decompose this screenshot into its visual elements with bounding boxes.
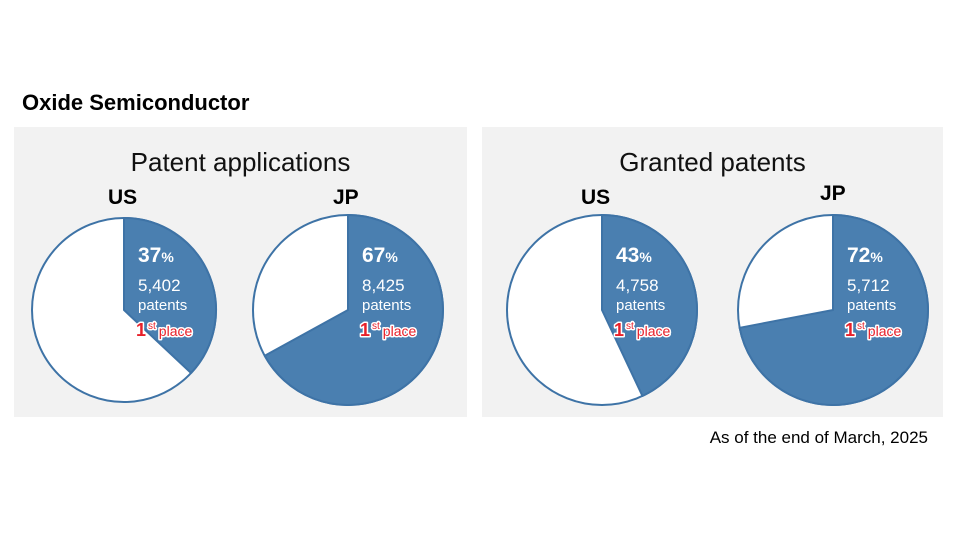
- pie-unit-label: patents: [362, 297, 411, 314]
- pie-count-label: 4,758: [616, 276, 659, 295]
- pie-percent-label: 67%: [362, 244, 398, 267]
- footnote: As of the end of March, 2025: [709, 428, 928, 447]
- pie-percent-label: 37%: [138, 244, 174, 267]
- pie-slice-share: [123, 217, 217, 374]
- pie-percent-label: 43%: [616, 244, 652, 267]
- pie-slice-share: [738, 214, 929, 406]
- panel-title: Patent applications: [130, 147, 351, 177]
- pie-label-applications-jp: JP: [333, 186, 359, 209]
- pie-label-granted-us: US: [581, 186, 611, 209]
- pie-count-label: 5,712: [847, 276, 890, 295]
- panel-title: Granted patents: [619, 147, 806, 177]
- pie-slice-share: [263, 214, 444, 406]
- pie-unit-label: patents: [616, 297, 665, 314]
- page-title: Oxide Semiconductor: [22, 90, 250, 115]
- pie-unit-label: patents: [138, 297, 187, 314]
- pie-count-label: 5,402: [138, 276, 181, 295]
- pie-percent-label: 72%: [847, 244, 883, 267]
- pie-label-granted-jp: JP: [820, 182, 846, 205]
- pie-label-applications-us: US: [108, 186, 138, 209]
- pie-unit-label: patents: [847, 297, 896, 314]
- pie-count-label: 8,425: [362, 276, 405, 295]
- pie-slice-share: [601, 214, 698, 397]
